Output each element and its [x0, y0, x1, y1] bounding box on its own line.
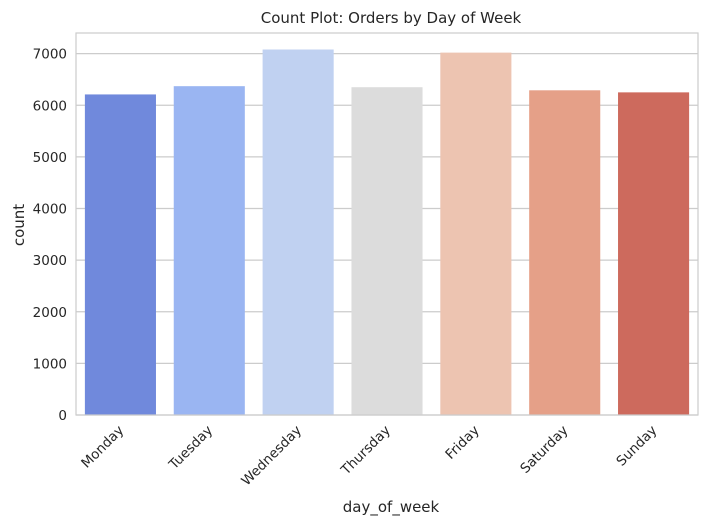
y-tick-label: 4000 — [33, 202, 67, 218]
y-tick-label: 1000 — [33, 356, 67, 372]
x-tick-label: Saturday — [517, 423, 571, 477]
bar-saturday — [529, 90, 601, 416]
bar-friday — [440, 52, 512, 416]
y-tick-label: 7000 — [33, 47, 67, 63]
chart-title: Count Plot: Orders by Day of Week — [261, 9, 522, 27]
x-tick-label: Sunday — [613, 423, 660, 470]
y-tick-label: 2000 — [33, 305, 67, 321]
x-axis-label: day_of_week — [343, 498, 440, 517]
bar-sunday — [618, 92, 690, 415]
x-tick-label: Friday — [442, 423, 482, 463]
x-tick-labels: Monday Tuesday Wednesday Thursday Friday Satu… — [78, 423, 660, 490]
bar-monday — [84, 94, 156, 415]
y-tick-label: 0 — [58, 408, 67, 424]
y-tick-label: 5000 — [33, 150, 67, 166]
y-tick-label: 6000 — [33, 98, 67, 114]
y-tick-labels: 0 1000 2000 3000 4000 5000 6000 7000 — [33, 47, 67, 424]
y-tick-label: 3000 — [33, 253, 67, 269]
bar-tuesday — [173, 86, 245, 415]
bar-thursday — [351, 87, 423, 416]
y-axis-label: count — [10, 204, 28, 246]
x-tick-label: Monday — [78, 423, 127, 472]
bars — [84, 49, 690, 416]
x-tick-label: Wednesday — [238, 423, 305, 490]
x-tick-label: Thursday — [337, 423, 393, 479]
x-tick-label: Tuesday — [165, 423, 216, 474]
plot-frame — [75, 32, 699, 416]
bar-wednesday — [262, 49, 334, 415]
